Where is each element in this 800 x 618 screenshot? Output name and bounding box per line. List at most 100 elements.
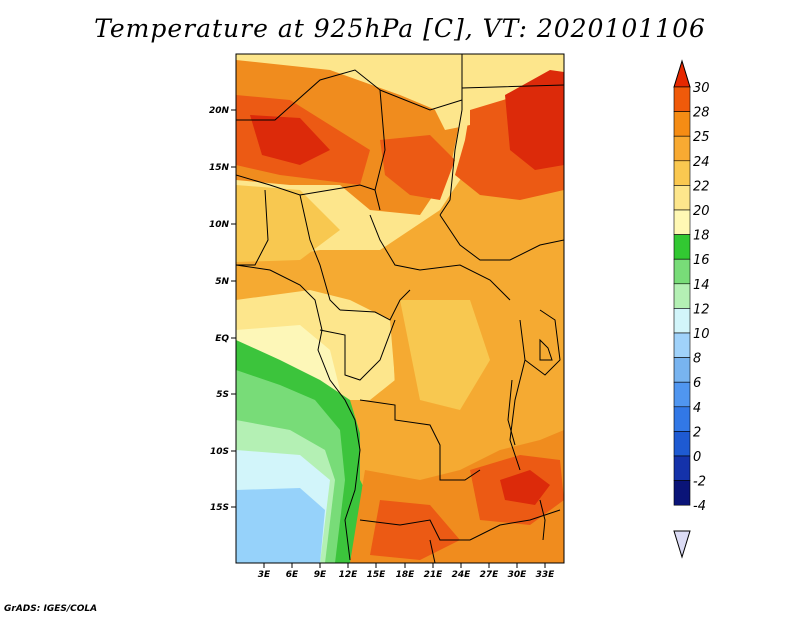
lat-label: 15S — [210, 503, 229, 513]
colorbar-cell — [673, 160, 691, 186]
colorbar-top-arrow — [673, 59, 691, 88]
lon-label: 15E — [367, 570, 387, 580]
lon-label: 27E — [480, 570, 500, 580]
lat-label: 15N — [209, 163, 230, 173]
country-borders — [236, 54, 564, 563]
border-line — [236, 189, 269, 266]
border-line — [439, 109, 463, 216]
region-30-sudan — [505, 70, 564, 170]
lat-tick: 5S — [216, 390, 236, 400]
border-line — [359, 509, 561, 541]
region-22-north — [236, 185, 340, 262]
coastline — [236, 264, 361, 561]
colorbar-cell — [673, 86, 691, 112]
lat-label: EQ — [215, 334, 229, 344]
lon-tick: 27E — [480, 563, 500, 580]
colorbar-cell — [673, 332, 691, 358]
colorbar-cell — [673, 406, 691, 432]
colorbar-label: -4 — [693, 499, 706, 514]
colorbar-label: 14 — [693, 278, 710, 293]
border-line — [429, 539, 436, 563]
colorbar-cell — [673, 480, 691, 506]
colorbar-cell — [673, 431, 691, 457]
lon-tick: 21E — [424, 563, 444, 580]
lat-label: 5S — [216, 390, 229, 400]
lon-label: 12E — [339, 570, 359, 580]
lon-label: 9E — [314, 570, 327, 580]
border-line — [339, 289, 411, 321]
border-line — [319, 319, 396, 381]
colorbar-label: 30 — [693, 81, 710, 96]
lat-tick: 20N — [209, 106, 236, 116]
colorbar-label: 2 — [693, 425, 701, 440]
lat-tick: 10N — [209, 220, 236, 230]
colorbar-cells — [673, 86, 691, 506]
colorbar-cell — [673, 283, 691, 309]
region-30-west — [250, 115, 330, 165]
border-line — [461, 84, 564, 110]
map-frame — [235, 53, 565, 564]
lon-label: 3E — [258, 570, 271, 580]
border-line — [369, 214, 511, 301]
border-line — [439, 214, 564, 261]
lat-tick: 5N — [215, 277, 236, 287]
lon-tick: 15E — [367, 563, 387, 580]
border-line — [374, 89, 386, 211]
lat-tick: EQ — [215, 334, 236, 344]
border-line — [236, 174, 376, 196]
colorbar-label: 24 — [693, 155, 710, 170]
lon-label: 30E — [508, 570, 528, 580]
longitude-axis: 3E 6E 9E 12E 15E 18E 21E 24E 27E 30E 33E — [258, 563, 555, 580]
lake-outline — [507, 379, 516, 446]
colorbar-label: 0 — [693, 450, 701, 465]
lat-tick: 15N — [209, 163, 236, 173]
colorbar-cell — [673, 111, 691, 137]
chart-title: Temperature at 925hPa [C], VT: 202010110… — [94, 14, 706, 43]
lake-outline — [539, 499, 546, 541]
lat-tick: 10S — [210, 447, 236, 457]
lon-label: 18E — [396, 570, 416, 580]
colorbar-label: -2 — [693, 475, 706, 490]
lon-tick: 18E — [396, 563, 416, 580]
colorbar-label: 6 — [693, 376, 701, 391]
lon-tick: 3E — [258, 563, 271, 580]
colorbar-label: 12 — [693, 302, 710, 317]
region-8-ocean — [236, 488, 325, 563]
lon-tick: 12E — [339, 563, 359, 580]
colorbar-cell — [673, 381, 691, 408]
lat-label: 5N — [215, 277, 229, 287]
region-30-zambia — [500, 470, 550, 505]
lon-label: 6E — [286, 570, 299, 580]
lon-label: 33E — [536, 570, 556, 580]
border-line — [236, 54, 463, 121]
region-28-south-west — [370, 500, 460, 560]
lon-tick: 24E — [452, 563, 472, 580]
lat-label: 10N — [209, 220, 230, 230]
region-28-sahel-central — [380, 135, 455, 200]
colorbar-cell — [673, 234, 691, 260]
colorbar-label: 18 — [693, 229, 710, 244]
colorbar-cell — [673, 135, 691, 162]
border-line — [299, 194, 341, 311]
colorbar-label: 4 — [693, 401, 701, 416]
colorbar-label: 20 — [693, 204, 710, 219]
lon-tick: 33E — [536, 563, 556, 580]
lon-label: 21E — [424, 570, 444, 580]
colorbar-label: 22 — [693, 179, 710, 194]
lon-tick: 6E — [286, 563, 299, 580]
colorbar-label: 8 — [693, 352, 701, 367]
map-field — [236, 54, 564, 563]
colorbar-label: 25 — [693, 130, 710, 145]
colorbar-label: 16 — [693, 253, 710, 268]
colorbar-cell — [673, 308, 691, 334]
region-22-congo — [400, 300, 490, 410]
lake-outline — [539, 338, 553, 361]
lon-label: 24E — [452, 570, 472, 580]
lat-label: 10S — [210, 447, 229, 457]
colorbar-cell — [673, 209, 691, 235]
latitude-axis: 20N 15N 10N 5N EQ 5S 10S 15S — [209, 106, 236, 513]
colorbar-label: 10 — [693, 327, 710, 342]
colorbar-cell — [673, 185, 691, 211]
